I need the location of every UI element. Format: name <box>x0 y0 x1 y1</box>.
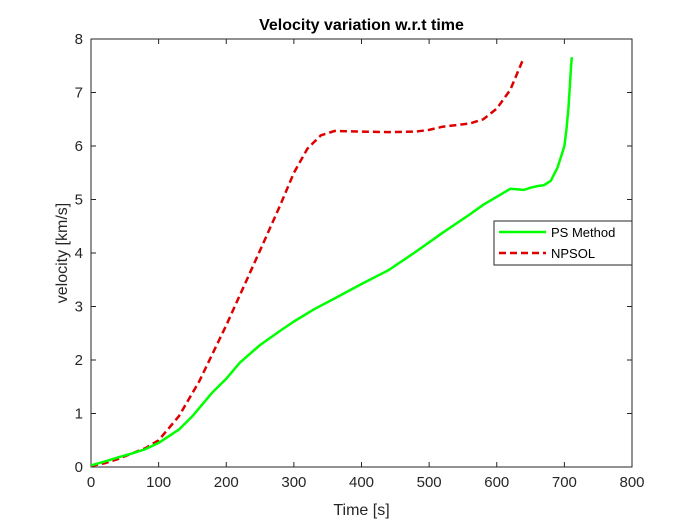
y-tick-label: 3 <box>75 299 83 316</box>
x-axis-label: Time [s] <box>333 502 389 519</box>
legend: PS Method NPSOL <box>493 220 633 266</box>
y-tick-label: 7 <box>75 85 83 102</box>
x-tick-label: 200 <box>214 474 239 491</box>
x-tick-label: 600 <box>484 474 509 491</box>
series-line-ps-method <box>90 57 574 467</box>
x-tick-label: 100 <box>146 474 171 491</box>
legend-box <box>493 220 633 266</box>
x-tick-label: 400 <box>349 474 374 491</box>
chart-title: Velocity variation w.r.t time <box>259 17 464 34</box>
series-layer <box>90 57 574 468</box>
x-tick-label: 800 <box>619 474 644 491</box>
y-tick-label: 5 <box>75 192 83 209</box>
y-tick-label: 4 <box>75 245 83 262</box>
y-tick-label: 2 <box>75 352 83 369</box>
ticks-layer: 0 100 200 300 400 500 600 700 800 0 1 2 3 4 5 6 7 8 <box>75 31 645 491</box>
x-tick-label: 500 <box>417 474 442 491</box>
legend-label-npsol: NPSOL <box>551 246 595 261</box>
x-tick-label: 300 <box>281 474 306 491</box>
y-tick-label: 6 <box>75 138 83 155</box>
y-tick-label: 8 <box>75 31 83 48</box>
y-tick-label: 1 <box>75 406 83 423</box>
legend-label-ps-method: PS Method <box>551 225 615 240</box>
x-tick-label: 0 <box>87 474 95 491</box>
x-tick-label: 700 <box>552 474 577 491</box>
y-axis-label: velocity [km/s] <box>54 203 71 303</box>
y-tick-label: 0 <box>75 459 83 476</box>
